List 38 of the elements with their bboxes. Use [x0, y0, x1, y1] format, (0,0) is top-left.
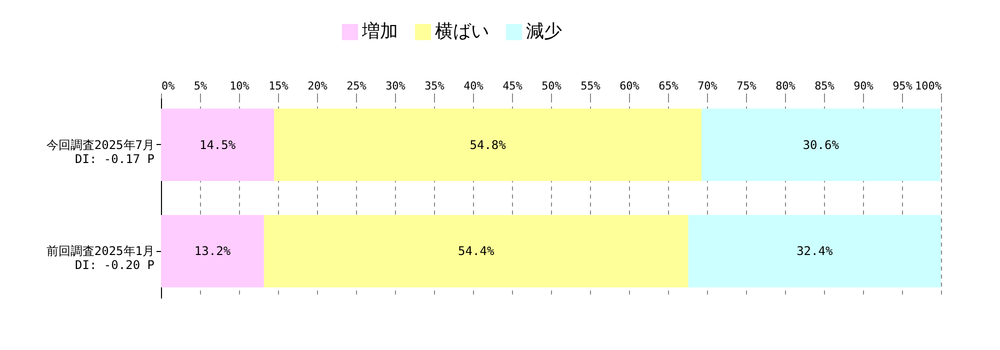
- x-tick-label: 25%: [346, 80, 367, 92]
- bar: [161, 215, 264, 288]
- legend-label: 増加: [361, 21, 398, 42]
- data-label: 13.2%: [194, 244, 232, 258]
- x-tick-label: 50%: [542, 80, 562, 92]
- x-tick-label: 75%: [736, 80, 757, 92]
- x-tick-label: 45%: [502, 80, 523, 92]
- x-tick-label: 55%: [580, 80, 601, 92]
- data-label: 32.4%: [796, 244, 834, 258]
- legend-label: 横ばい: [435, 21, 489, 42]
- data-label: 14.5%: [199, 138, 236, 152]
- bar: [702, 108, 940, 181]
- x-tick-label: 15%: [268, 80, 289, 92]
- x-tick-label: 0%: [162, 80, 176, 92]
- x-tick-label: 100%: [915, 80, 942, 92]
- x-tick-label: 65%: [658, 80, 679, 92]
- x-tick-label: 90%: [854, 80, 874, 92]
- y-tick-label: 前回調査2025年1月 DI: -0.20 P: [46, 244, 154, 272]
- bar: [264, 215, 688, 288]
- data-label: 54.4%: [458, 244, 495, 258]
- y-tick-label: 今回調査2025年7月 DI: -0.17 P: [46, 138, 154, 166]
- x-tick-label: 85%: [814, 80, 835, 92]
- data-label: 30.6%: [802, 138, 840, 152]
- x-tick-label: 10%: [230, 80, 250, 92]
- x-tick-label: 35%: [424, 80, 445, 92]
- x-tick-label: 5%: [194, 80, 208, 92]
- bar: [688, 215, 941, 288]
- x-tick-label: 80%: [776, 80, 796, 92]
- x-tick-label: 30%: [386, 80, 406, 92]
- bar: [274, 108, 702, 181]
- legend-label: 減少: [526, 21, 562, 42]
- x-tick-label: 40%: [464, 80, 484, 92]
- x-tick-label: 70%: [698, 80, 718, 92]
- data-label: 54.8%: [470, 138, 507, 152]
- x-tick-label: 95%: [892, 80, 913, 92]
- x-tick-label: 60%: [620, 80, 640, 92]
- bar: [161, 108, 274, 181]
- x-tick-label: 20%: [308, 80, 328, 92]
